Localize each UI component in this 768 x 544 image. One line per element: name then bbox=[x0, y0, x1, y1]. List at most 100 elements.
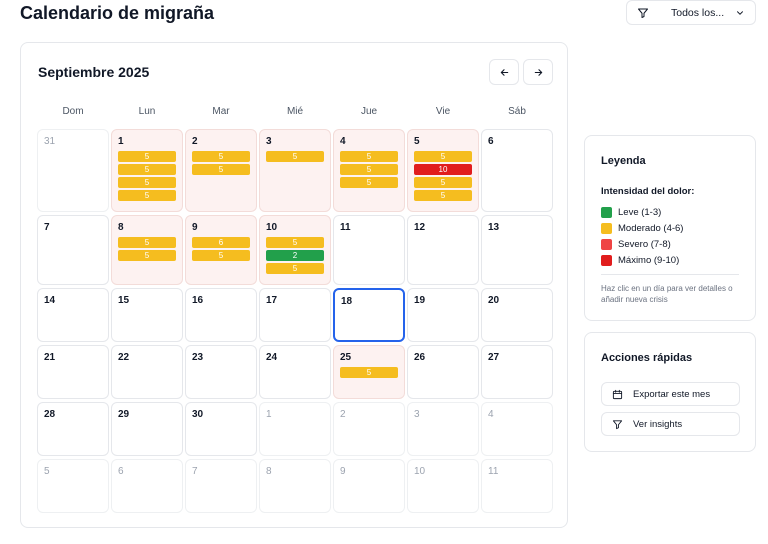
day-cell[interactable]: 23 bbox=[185, 345, 257, 399]
crisis-event[interactable]: 5 bbox=[118, 237, 176, 248]
day-cell[interactable]: 11 bbox=[333, 215, 405, 285]
crisis-event[interactable]: 5 bbox=[266, 151, 324, 162]
legend-label: Máximo (9-10) bbox=[618, 254, 680, 266]
next-month-button[interactable] bbox=[523, 59, 553, 85]
event-list: 5 5 5 5 bbox=[118, 151, 176, 201]
day-cell[interactable]: 10 5 2 5 bbox=[259, 215, 331, 285]
day-number: 12 bbox=[414, 222, 426, 233]
crisis-event[interactable]: 5 bbox=[414, 151, 472, 162]
weekday-label: Vie bbox=[435, 106, 451, 117]
legend-item: Severo (7-8) bbox=[601, 236, 683, 252]
day-cell[interactable]: 14 bbox=[37, 288, 109, 342]
day-cell[interactable]: 6 bbox=[481, 129, 553, 212]
legend-title: Leyenda bbox=[601, 155, 646, 167]
day-cell[interactable]: 26 bbox=[407, 345, 479, 399]
day-number: 22 bbox=[118, 352, 130, 363]
day-cell[interactable]: 20 bbox=[481, 288, 553, 342]
crisis-event[interactable]: 5 bbox=[118, 151, 176, 162]
day-cell[interactable]: 1 bbox=[259, 402, 331, 456]
day-cell[interactable]: 7 bbox=[37, 215, 109, 285]
crisis-event[interactable]: 5 bbox=[414, 177, 472, 188]
day-cell[interactable]: 6 bbox=[111, 459, 183, 513]
day-cell[interactable]: 22 bbox=[111, 345, 183, 399]
day-cell[interactable]: 11 bbox=[481, 459, 553, 513]
crisis-event[interactable]: 5 bbox=[340, 177, 398, 188]
crisis-event[interactable]: 5 bbox=[340, 367, 398, 378]
day-number: 2 bbox=[340, 409, 346, 420]
day-cell[interactable]: 28 bbox=[37, 402, 109, 456]
day-number: 8 bbox=[266, 466, 272, 477]
day-number: 10 bbox=[266, 222, 278, 233]
day-cell[interactable]: 4 5 5 5 bbox=[333, 129, 405, 212]
crisis-event[interactable]: 10 bbox=[414, 164, 472, 175]
day-cell[interactable]: 16 bbox=[185, 288, 257, 342]
crisis-event[interactable]: 5 bbox=[118, 190, 176, 201]
day-number: 7 bbox=[192, 466, 198, 477]
crisis-event[interactable]: 5 bbox=[266, 263, 324, 274]
legend-swatch bbox=[601, 206, 612, 218]
day-cell[interactable]: 30 bbox=[185, 402, 257, 456]
day-cell[interactable]: 31 bbox=[37, 129, 109, 212]
day-cell[interactable]: 21 bbox=[37, 345, 109, 399]
chevron-down-icon bbox=[737, 10, 743, 15]
day-cell[interactable]: 27 bbox=[481, 345, 553, 399]
day-cell[interactable]: 15 bbox=[111, 288, 183, 342]
day-cell[interactable]: 2 bbox=[333, 402, 405, 456]
legend-label: Severo (7-8) bbox=[618, 238, 671, 250]
day-number: 1 bbox=[118, 136, 124, 147]
export-month-button[interactable]: Exportar este mes bbox=[601, 382, 740, 406]
day-number: 20 bbox=[488, 295, 500, 306]
day-cell[interactable]: 17 bbox=[259, 288, 331, 342]
crisis-event[interactable]: 5 bbox=[118, 250, 176, 261]
day-cell[interactable]: 12 bbox=[407, 215, 479, 285]
weekday-header: Dom Lun Mar Mié Jue Vie Sáb bbox=[37, 106, 553, 117]
arrow-left-icon bbox=[500, 68, 508, 76]
day-number: 15 bbox=[118, 295, 130, 306]
crisis-event[interactable]: 5 bbox=[192, 250, 250, 261]
day-cell[interactable]: 19 bbox=[407, 288, 479, 342]
day-number: 6 bbox=[488, 136, 494, 147]
legend-divider bbox=[601, 274, 739, 275]
crisis-event[interactable]: 5 bbox=[340, 164, 398, 175]
crisis-event[interactable]: 5 bbox=[192, 164, 250, 175]
crisis-event[interactable]: 5 bbox=[118, 164, 176, 175]
filter-dropdown[interactable]: Todos los... bbox=[626, 0, 756, 25]
legend-hint: Haz clic en un día para ver detalles o a… bbox=[601, 284, 733, 304]
calendar-grid: 31 1 5 5 5 5 2 5 5 3 5 4 5 5 5 5 5 10 5 5 6 7 8 5 5 9 6 5 10 5 2 5 11 12 1… bbox=[37, 129, 553, 513]
day-cell[interactable]: 5 5 10 5 5 bbox=[407, 129, 479, 212]
day-cell[interactable]: 4 bbox=[481, 402, 553, 456]
view-insights-button[interactable]: Ver insights bbox=[601, 412, 740, 436]
day-cell[interactable]: 5 bbox=[37, 459, 109, 513]
crisis-event[interactable]: 5 bbox=[118, 177, 176, 188]
legend-swatch bbox=[601, 254, 612, 266]
event-list: 5 10 5 5 bbox=[414, 151, 472, 201]
prev-month-button[interactable] bbox=[489, 59, 519, 85]
day-cell[interactable]: 9 bbox=[333, 459, 405, 513]
crisis-event[interactable]: 5 bbox=[414, 190, 472, 201]
crisis-event[interactable]: 2 bbox=[266, 250, 324, 261]
crisis-event[interactable]: 5 bbox=[192, 151, 250, 162]
day-number: 19 bbox=[414, 295, 426, 306]
day-cell[interactable]: 8 bbox=[259, 459, 331, 513]
day-cell[interactable]: 29 bbox=[111, 402, 183, 456]
day-number: 24 bbox=[266, 352, 278, 363]
day-cell[interactable]: 13 bbox=[481, 215, 553, 285]
day-cell[interactable]: 1 5 5 5 5 bbox=[111, 129, 183, 212]
day-cell[interactable]: 10 bbox=[407, 459, 479, 513]
crisis-event[interactable]: 6 bbox=[192, 237, 250, 248]
day-cell-today[interactable]: 18 bbox=[333, 288, 405, 342]
day-cell[interactable]: 7 bbox=[185, 459, 257, 513]
crisis-event[interactable]: 5 bbox=[340, 151, 398, 162]
crisis-event[interactable]: 5 bbox=[266, 237, 324, 248]
day-cell[interactable]: 24 bbox=[259, 345, 331, 399]
day-cell[interactable]: 3 bbox=[407, 402, 479, 456]
day-number: 26 bbox=[414, 352, 426, 363]
event-list: 5 2 5 bbox=[266, 237, 324, 274]
